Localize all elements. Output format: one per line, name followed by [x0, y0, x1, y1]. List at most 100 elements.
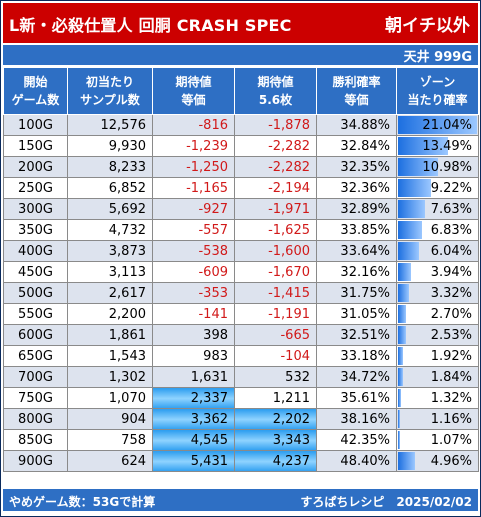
- cell-win-rate: 32.51%: [316, 324, 397, 346]
- zone-rate-bar: [398, 242, 420, 260]
- cell-sample-count: 2,200: [67, 303, 153, 325]
- cell-ev-56: 3,343: [234, 429, 317, 451]
- cell-win-rate: 32.16%: [316, 261, 397, 283]
- cell-win-rate: 33.64%: [316, 240, 397, 262]
- cell-start-games: 850G: [3, 429, 68, 451]
- zone-rate-bar: [398, 305, 407, 323]
- table-row: 150G 9,930 -1,239 -2,282 32.84% 13.49%: [3, 135, 479, 157]
- cell-ev-56: -2,282: [234, 156, 317, 178]
- header-zone-rate: ゾーン 当たり確率: [396, 67, 479, 115]
- cell-start-games: 200G: [3, 156, 68, 178]
- header-ev-56: 期待値 5.6枚: [234, 67, 317, 115]
- page-title: L新・必殺仕置人 回胴 CRASH SPEC: [9, 16, 292, 35]
- cell-sample-count: 904: [67, 408, 153, 430]
- cell-ev-equal: 983: [152, 345, 235, 367]
- zone-rate-bar: [398, 116, 477, 134]
- cell-win-rate: 33.18%: [316, 345, 397, 367]
- zone-rate-value: 3.32%: [430, 285, 472, 301]
- cell-ev-equal: 4,545: [152, 429, 235, 451]
- ceiling-bar: 天井 999G: [3, 45, 478, 65]
- header-start-games: 開始 ゲーム数: [3, 67, 68, 115]
- zone-rate-value: 1.92%: [430, 348, 472, 364]
- zone-rate-value: 2.70%: [430, 306, 472, 322]
- zone-rate-value: 9.22%: [430, 180, 472, 196]
- zone-rate-bar: [398, 326, 406, 344]
- cell-start-games: 500G: [3, 282, 68, 304]
- cell-start-games: 600G: [3, 324, 68, 346]
- cell-win-rate: 32.89%: [316, 198, 397, 220]
- zone-rate-bar: [398, 368, 404, 386]
- zone-rate-bar: [398, 200, 426, 218]
- zone-rate-value: 1.16%: [430, 411, 472, 427]
- zone-rate-bar: [398, 347, 404, 365]
- cell-sample-count: 1,543: [67, 345, 153, 367]
- table-row: 450G 3,113 -609 -1,670 32.16% 3.94%: [3, 261, 479, 283]
- cell-start-games: 450G: [3, 261, 68, 283]
- cell-zone-rate: 4.96%: [396, 450, 479, 472]
- cell-ev-56: -1,600: [234, 240, 317, 262]
- cell-ev-equal: -1,239: [152, 135, 235, 157]
- cell-ev-equal: -557: [152, 219, 235, 241]
- zone-rate-value: 13.49%: [422, 138, 472, 154]
- cell-zone-rate: 7.63%: [396, 198, 479, 220]
- footer-credit: すろぱちレシピ 2025/02/02: [300, 495, 472, 509]
- cell-win-rate: 32.84%: [316, 135, 397, 157]
- zone-rate-bar: [398, 263, 412, 281]
- cell-zone-rate: 2.53%: [396, 324, 479, 346]
- cell-start-games: 300G: [3, 198, 68, 220]
- zone-rate-value: 4.96%: [430, 453, 472, 469]
- footer-note: やめゲーム数：53Gで計算: [9, 495, 156, 509]
- cell-ev-equal: -927: [152, 198, 235, 220]
- cell-zone-rate: 1.84%: [396, 366, 479, 388]
- cell-zone-rate: 1.07%: [396, 429, 479, 451]
- cell-zone-rate: 2.70%: [396, 303, 479, 325]
- cell-zone-rate: 13.49%: [396, 135, 479, 157]
- zone-rate-bar: [398, 179, 432, 197]
- cell-win-rate: 34.88%: [316, 114, 397, 136]
- cell-ev-equal: -1,165: [152, 177, 235, 199]
- cell-sample-count: 624: [67, 450, 153, 472]
- footer-bar: やめゲーム数：53Gで計算 すろぱちレシピ 2025/02/02: [3, 489, 478, 511]
- table-row: 500G 2,617 -353 -1,415 31.75% 3.32%: [3, 282, 479, 304]
- cell-zone-rate: 3.94%: [396, 261, 479, 283]
- cell-start-games: 700G: [3, 366, 68, 388]
- cell-zone-rate: 3.32%: [396, 282, 479, 304]
- cell-ev-56: 2,202: [234, 408, 317, 430]
- cell-ev-equal: -141: [152, 303, 235, 325]
- cell-sample-count: 758: [67, 429, 153, 451]
- table-row: 850G 758 4,545 3,343 42.35% 1.07%: [3, 429, 479, 451]
- cell-sample-count: 9,930: [67, 135, 153, 157]
- zone-rate-bar: [398, 389, 402, 407]
- cell-win-rate: 31.75%: [316, 282, 397, 304]
- zone-rate-bar: [398, 431, 401, 449]
- zone-rate-bar: [398, 452, 416, 470]
- cell-start-games: 900G: [3, 450, 68, 472]
- header-sample-count: 初当たり サンプル数: [67, 67, 153, 115]
- cell-sample-count: 6,852: [67, 177, 153, 199]
- zone-rate-bar: [398, 221, 423, 239]
- table-row: 700G 1,302 1,631 532 34.72% 1.84%: [3, 366, 479, 388]
- cell-ev-56: -665: [234, 324, 317, 346]
- table-row: 650G 1,543 983 -104 33.18% 1.92%: [3, 345, 479, 367]
- table-row: 900G 624 5,431 4,237 48.40% 4.96%: [3, 450, 479, 472]
- header-win-rate: 勝利確率 等価: [316, 67, 397, 115]
- cell-start-games: 800G: [3, 408, 68, 430]
- cell-ev-56: 1,211: [234, 387, 317, 409]
- zone-rate-value: 10.98%: [422, 159, 472, 175]
- cell-win-rate: 48.40%: [316, 450, 397, 472]
- cell-ev-equal: 5,431: [152, 450, 235, 472]
- zone-rate-value: 1.32%: [430, 390, 472, 406]
- cell-sample-count: 12,576: [67, 114, 153, 136]
- cell-ev-56: -1,971: [234, 198, 317, 220]
- zone-rate-value: 1.07%: [430, 432, 472, 448]
- expected-value-table: 開始 ゲーム数 初当たり サンプル数 期待値 等価 期待値 5.6枚 勝利確率 等価 ゾー…: [3, 67, 479, 472]
- cell-ev-56: -104: [234, 345, 317, 367]
- cell-sample-count: 4,732: [67, 219, 153, 241]
- cell-win-rate: 32.36%: [316, 177, 397, 199]
- cell-ev-equal: 2,337: [152, 387, 235, 409]
- cell-start-games: 150G: [3, 135, 68, 157]
- cell-ev-56: 4,237: [234, 450, 317, 472]
- cell-start-games: 350G: [3, 219, 68, 241]
- zone-rate-bar: [398, 137, 448, 155]
- cell-ev-equal: -538: [152, 240, 235, 262]
